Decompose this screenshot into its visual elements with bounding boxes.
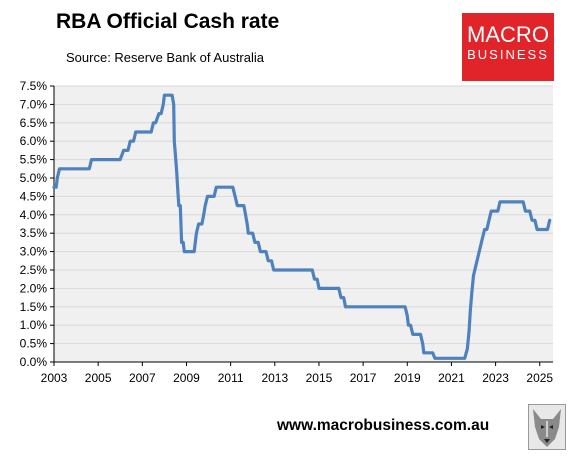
y-tick-label: 4.5%: [20, 189, 48, 203]
y-tick-label: 0.5%: [20, 337, 48, 351]
y-tick-label: 0.0%: [20, 355, 48, 369]
x-tick-label: 2019: [394, 371, 421, 385]
x-tick-label: 2015: [306, 371, 333, 385]
x-tick-label: 2003: [41, 371, 68, 385]
y-tick-label: 5.0%: [20, 171, 48, 185]
y-tick-label: 7.5%: [20, 79, 48, 93]
x-axis-ticks: 2003 2005 2007 2009 2011 2013 2015 2017 2019 2021…: [41, 362, 553, 385]
logo-line-2: BUSINESS: [467, 47, 549, 62]
x-tick-label: 2011: [218, 371, 244, 385]
y-tick-label: 7.0%: [20, 97, 48, 111]
plot-area: [54, 86, 553, 362]
y-tick-label: 2.0%: [20, 281, 48, 295]
y-axis-ticks: 0.0% 0.5% 1.0% 1.5% 2.0% 2.5% 3.0% 3.5% 4.0% 4.5%…: [20, 79, 553, 369]
x-tick-label: 2007: [129, 371, 156, 385]
x-tick-label: 2023: [482, 371, 509, 385]
macrobusiness-logo: MACRO BUSINESS: [462, 13, 554, 81]
x-tick-label: 2025: [526, 371, 553, 385]
chart-title: RBA Official Cash rate: [56, 10, 280, 33]
y-tick-label: 3.0%: [20, 245, 48, 259]
y-tick-label: 1.5%: [20, 300, 48, 314]
cash-rate-line: [52, 93, 552, 360]
y-tick-label: 1.0%: [20, 318, 48, 332]
chart-subtitle: Source: Reserve Bank of Australia: [66, 50, 264, 65]
y-tick-label: 4.0%: [20, 208, 48, 222]
y-tick-label: 6.5%: [20, 116, 48, 130]
x-tick-label: 2005: [85, 371, 112, 385]
y-tick-label: 2.5%: [20, 263, 48, 277]
x-tick-label: 2013: [261, 371, 288, 385]
wolf-logo: [528, 404, 566, 450]
logo-line-1: MACRO: [467, 22, 549, 47]
x-tick-label: 2021: [438, 371, 465, 385]
y-tick-label: 6.0%: [20, 134, 48, 148]
website-url[interactable]: www.macrobusiness.com.au: [277, 417, 490, 434]
series-group: [52, 93, 552, 360]
x-tick-label: 2009: [173, 371, 200, 385]
y-tick-label: 3.5%: [20, 226, 48, 240]
y-tick-label: 5.5%: [20, 153, 48, 167]
x-tick-label: 2017: [350, 371, 377, 385]
